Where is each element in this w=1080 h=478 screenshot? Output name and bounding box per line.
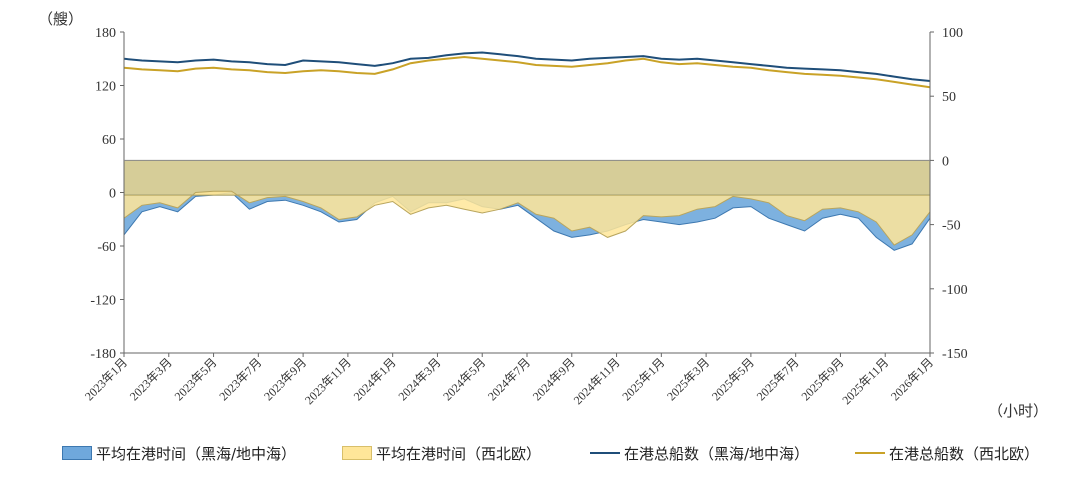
x-tick-label: 2025年3月 bbox=[664, 355, 712, 403]
area-series-group bbox=[123, 190, 931, 251]
x-tick-label: 2023年5月 bbox=[172, 355, 220, 403]
right-axis-unit: （小时） bbox=[988, 402, 1048, 420]
series-nw-europe-time-area bbox=[123, 190, 931, 246]
axes-group bbox=[120, 31, 934, 357]
left-tick-label: -120 bbox=[90, 294, 116, 309]
legend-swatch-nw-europe-time bbox=[342, 446, 372, 460]
right-tick-label: 50 bbox=[942, 90, 956, 105]
x-tick-label: 2023年3月 bbox=[127, 355, 175, 403]
x-tick-label: 2024年1月 bbox=[351, 355, 399, 403]
legend-item-nw-europe-ships: 在港总船数（西北欧） bbox=[855, 440, 1039, 466]
left-tick-label: -180 bbox=[90, 347, 116, 362]
right-tick-label: 0 bbox=[942, 154, 949, 169]
tick-labels-group: 180 120 60 0 -60 -120 -180 100 50 0 -50 -100 -150 202… bbox=[82, 26, 968, 407]
legend: 平均在港时间（黑海/地中海） 平均在港时间（西北欧） 在港总船数（黑海/地中海）… bbox=[0, 440, 1080, 470]
right-tick-label: -50 bbox=[942, 219, 961, 234]
right-tick-label: -150 bbox=[942, 347, 968, 362]
left-tick-label: 60 bbox=[102, 133, 116, 148]
series-nw-europe-ships-line bbox=[123, 55, 931, 89]
left-axis-unit: （艘） bbox=[38, 10, 83, 28]
left-tick-label: 180 bbox=[95, 26, 116, 41]
x-tick-label: 2024年3月 bbox=[395, 355, 443, 403]
legend-item-black-sea-time: 平均在港时间（黑海/地中海） bbox=[62, 440, 296, 466]
legend-swatch-black-sea-ships bbox=[590, 452, 620, 454]
left-tick-label: 120 bbox=[95, 80, 116, 95]
right-tick-label: 100 bbox=[942, 26, 963, 41]
legend-swatch-nw-europe-ships bbox=[855, 452, 885, 454]
legend-label-black-sea-time: 平均在港时间（黑海/地中海） bbox=[96, 444, 297, 463]
x-tick-label: 2025年11月 bbox=[839, 355, 891, 407]
legend-item-black-sea-ships: 在港总船数（黑海/地中海） bbox=[590, 440, 809, 466]
series-black-sea-ships-line bbox=[123, 51, 931, 82]
legend-label-nw-europe-time: 平均在港时间（西北欧） bbox=[376, 444, 542, 463]
x-tick-label: 2023年1月 bbox=[82, 355, 130, 403]
x-tick-label: 2024年11月 bbox=[571, 355, 623, 407]
x-tick-label: 2023年7月 bbox=[216, 355, 264, 403]
x-tick-label: 2023年11月 bbox=[302, 355, 354, 407]
x-tick-label: 2025年5月 bbox=[709, 355, 757, 403]
right-tick-label: -100 bbox=[942, 283, 968, 298]
left-tick-label: 0 bbox=[109, 187, 116, 202]
x-tick-label: 2024年7月 bbox=[485, 355, 533, 403]
legend-label-nw-europe-ships: 在港总船数（西北欧） bbox=[889, 444, 1040, 463]
left-tick-label: -60 bbox=[97, 240, 116, 255]
x-tick-label: 2026年1月 bbox=[888, 355, 936, 403]
x-tick-label: 2024年5月 bbox=[440, 355, 488, 403]
neg-band bbox=[124, 160, 930, 196]
line-series-group bbox=[123, 51, 931, 89]
legend-label-black-sea-ships: 在港总船数（黑海/地中海） bbox=[624, 444, 810, 463]
x-tick-label: 2025年1月 bbox=[619, 355, 667, 403]
legend-swatch-black-sea-time bbox=[62, 446, 92, 460]
legend-item-nw-europe-time: 平均在港时间（西北欧） bbox=[342, 440, 541, 466]
x-tick-label: 2025年7月 bbox=[754, 355, 802, 403]
